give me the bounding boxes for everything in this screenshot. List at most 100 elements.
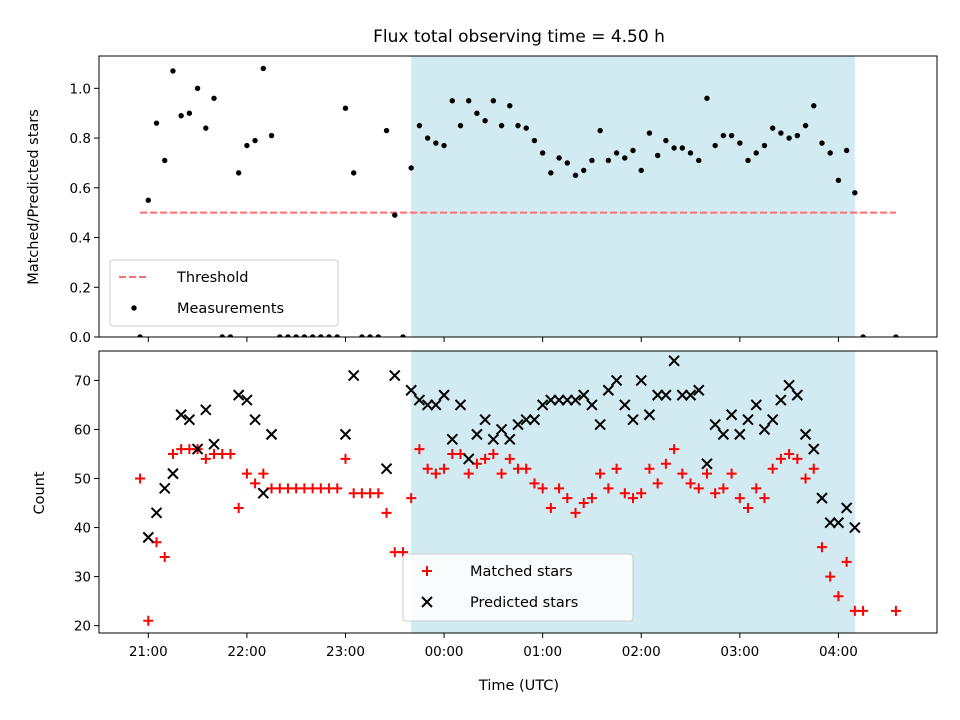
measurement-point bbox=[309, 334, 316, 337]
y-tick-label: 70 bbox=[74, 373, 91, 389]
predicted-star-point bbox=[512, 418, 524, 431]
predicted-star-point bbox=[758, 423, 771, 436]
measurement-point bbox=[260, 65, 267, 72]
matched-star-point bbox=[603, 483, 614, 494]
measurement-point bbox=[696, 157, 702, 164]
measurement-point bbox=[893, 334, 899, 337]
matched-star-point bbox=[586, 493, 597, 504]
measurement-point bbox=[252, 137, 258, 144]
predicted-star-point bbox=[561, 394, 574, 406]
predicted-star-point bbox=[619, 399, 631, 411]
observing-window-shading bbox=[411, 56, 855, 337]
predicted-star-point bbox=[725, 409, 738, 421]
x-tick-label: 03:00 bbox=[720, 644, 759, 660]
measurement-point bbox=[761, 142, 768, 149]
measurement-point bbox=[162, 157, 168, 164]
matched-star-point bbox=[135, 473, 146, 484]
measurement-point bbox=[244, 142, 250, 149]
measurement-point bbox=[186, 110, 193, 116]
matched-star-point bbox=[167, 448, 178, 459]
matched-star-point bbox=[430, 468, 441, 479]
predicted-star-point bbox=[693, 384, 705, 396]
measurement-point bbox=[646, 130, 653, 136]
predicted-star-point bbox=[849, 521, 861, 534]
matched-star-point bbox=[406, 493, 417, 504]
measurement-point bbox=[170, 68, 176, 74]
predicted-star-point bbox=[717, 428, 730, 441]
matched-star-point bbox=[504, 453, 515, 464]
matched-star-point bbox=[480, 453, 491, 464]
predicted-star-point bbox=[610, 374, 623, 387]
measurement-point bbox=[778, 130, 784, 136]
matched-star-point bbox=[858, 605, 869, 616]
legend-predicted-marker bbox=[421, 596, 433, 608]
matched-star-point bbox=[693, 483, 704, 494]
predicted-star-point bbox=[389, 369, 401, 382]
y-tick-label: 30 bbox=[74, 570, 91, 586]
measurement-point bbox=[523, 125, 529, 131]
measurement-point bbox=[630, 147, 636, 154]
measurement-point bbox=[466, 98, 472, 104]
measurement-point bbox=[827, 150, 833, 156]
matched-star-point bbox=[332, 483, 343, 494]
matched-star-point bbox=[570, 507, 581, 518]
predicted-star-point bbox=[200, 404, 212, 416]
predicted-star-point bbox=[167, 467, 179, 480]
predicted-star-point bbox=[578, 389, 590, 401]
measurement-point bbox=[638, 167, 644, 174]
axes-frame bbox=[98, 350, 938, 634]
predicted-star-point bbox=[462, 453, 475, 465]
panel-counts: 20 30 40 50 60 70 21:00 22:00 23:00 00:00 01:00 02:… bbox=[74, 350, 938, 660]
measurement-point bbox=[687, 150, 694, 156]
legend-label: Threshold bbox=[176, 270, 248, 286]
matched-star-point bbox=[241, 468, 252, 479]
predicted-star-point bbox=[816, 492, 828, 504]
measurement-point bbox=[342, 105, 349, 111]
predicted-star-point bbox=[495, 423, 508, 436]
predicted-star-point bbox=[241, 394, 253, 406]
predicted-star-point bbox=[249, 413, 261, 426]
measurement-point bbox=[474, 110, 480, 116]
measurement-point bbox=[194, 85, 201, 92]
predicted-star-point bbox=[602, 384, 615, 396]
measurement-point bbox=[350, 170, 357, 176]
matched-star-point bbox=[784, 448, 795, 459]
measurement-point bbox=[153, 120, 160, 126]
measurement-point bbox=[227, 334, 234, 337]
measurement-point bbox=[835, 177, 842, 184]
predicted-star-point bbox=[479, 413, 491, 426]
matched-star-point bbox=[529, 478, 540, 489]
predicted-star-point bbox=[150, 507, 163, 519]
predicted-star-point bbox=[684, 389, 697, 401]
measurement-point bbox=[424, 135, 431, 141]
predicted-star-point bbox=[175, 409, 187, 421]
predicted-star-point bbox=[257, 487, 270, 499]
predicted-star-point bbox=[676, 389, 689, 401]
predicted-star-point bbox=[471, 428, 483, 441]
measurement-point bbox=[852, 190, 858, 196]
measurement-point bbox=[556, 155, 562, 161]
matched-star-point bbox=[808, 463, 819, 474]
panel-ratio: 0.0 0.2 0.4 0.6 0.8 1.0 Threshold Measurements bbox=[70, 55, 938, 346]
measurement-point bbox=[539, 150, 546, 156]
matched-star-point bbox=[578, 498, 589, 509]
measurement-point bbox=[457, 122, 464, 129]
predicted-star-point bbox=[742, 413, 754, 426]
x-tick-label: 00:00 bbox=[425, 644, 464, 660]
matched-star-point bbox=[595, 468, 606, 479]
predicted-star-point bbox=[775, 394, 787, 406]
measurement-point bbox=[211, 95, 217, 101]
matched-star-point bbox=[636, 488, 647, 499]
measurement-point bbox=[367, 334, 373, 337]
predicted-star-point bbox=[347, 369, 360, 382]
matched-star-point bbox=[841, 556, 852, 567]
predicted-star-point bbox=[430, 399, 442, 411]
measurement-point bbox=[572, 172, 579, 179]
matched-star-point bbox=[619, 488, 630, 499]
measurement-point bbox=[392, 212, 398, 218]
predicted-star-point bbox=[824, 516, 836, 529]
measurement-point bbox=[786, 135, 792, 141]
predicted-star-point bbox=[421, 399, 434, 411]
matched-star-point bbox=[545, 502, 556, 513]
measurement-point bbox=[293, 334, 299, 337]
